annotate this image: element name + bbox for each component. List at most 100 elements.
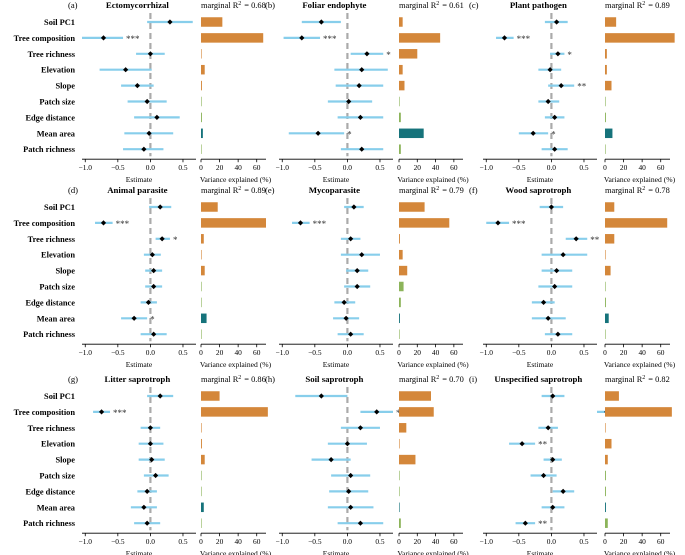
estimate-tick-label: −1.0 bbox=[79, 348, 93, 357]
variance-bar bbox=[201, 486, 202, 497]
variance-bar bbox=[399, 49, 418, 59]
variance-bar bbox=[399, 144, 401, 154]
estimate-point bbox=[560, 252, 566, 258]
r2-value: = 0.89 bbox=[244, 186, 265, 195]
r2-prefix: marginal R bbox=[399, 1, 437, 10]
panel-letter: (a) bbox=[68, 0, 78, 10]
variance-bar bbox=[399, 438, 400, 449]
estimate-point bbox=[297, 220, 304, 226]
estimate-axis-label: Estimate bbox=[126, 360, 153, 369]
estimate-point bbox=[357, 114, 364, 120]
marginal-r2-label: marginal R2 = 0.86 bbox=[201, 375, 266, 384]
panel-letter: (c) bbox=[469, 0, 479, 10]
significance-marker: ** bbox=[538, 440, 548, 450]
estimate-tick-label: −1.0 bbox=[480, 537, 494, 546]
variance-bar bbox=[605, 265, 611, 276]
estimate-point bbox=[545, 98, 551, 105]
estimate-point bbox=[141, 146, 147, 152]
marginal-r2-label: marginal R2 = 0.82 bbox=[605, 375, 670, 384]
panel-letter: (b) bbox=[265, 0, 275, 10]
estimate-point bbox=[299, 35, 305, 41]
r2-value: = 0.79 bbox=[442, 186, 463, 195]
estimate-tick-label: 0.5 bbox=[579, 348, 589, 357]
variance-axis-label: Variance explained (%) bbox=[604, 360, 676, 369]
estimate-point bbox=[374, 409, 380, 415]
estimate-tick-label: −0.5 bbox=[308, 537, 322, 546]
variance-tick-label: 40 bbox=[432, 163, 440, 172]
estimate-point bbox=[149, 252, 155, 258]
panel-a: (a) Ectomycorrhizal marginal R2 = 0.68 *** −1… bbox=[68, 0, 272, 184]
variance-axis-label: Variance explained (%) bbox=[604, 549, 676, 555]
estimate-point bbox=[364, 51, 370, 57]
row-label: Edge distance bbox=[25, 113, 75, 122]
row-label: Tree composition bbox=[14, 34, 76, 43]
estimate-point bbox=[550, 504, 556, 510]
variance-bar bbox=[605, 249, 606, 260]
panel-c: (c) Plant pathogen marginal R2 = 0.89******… bbox=[469, 0, 676, 184]
estimate-point bbox=[151, 331, 157, 337]
estimate-point bbox=[318, 393, 324, 399]
estimate-point bbox=[573, 236, 579, 242]
significance-marker: *** bbox=[517, 34, 531, 44]
panels-layer: (a) Ectomycorrhizal marginal R2 = 0.68***−1… bbox=[68, 0, 676, 555]
row-label: Mean area bbox=[37, 314, 76, 323]
variance-bar bbox=[201, 470, 202, 481]
panel-f: (f) Wood saprotroph marginal R2 = 0.78*****… bbox=[469, 185, 676, 369]
estimate-point bbox=[134, 83, 140, 89]
r2-value: = 0.68 bbox=[244, 1, 265, 10]
significance-marker: * bbox=[551, 129, 556, 139]
variance-bar bbox=[399, 128, 424, 139]
variance-bar bbox=[605, 112, 606, 123]
marginal-r2-label: marginal R2 = 0.89 bbox=[201, 186, 266, 195]
variance-bar bbox=[201, 49, 202, 59]
variance-bar bbox=[399, 64, 403, 75]
variance-bar bbox=[605, 454, 608, 465]
variance-bar bbox=[605, 128, 613, 139]
estimate-point bbox=[123, 67, 129, 73]
estimate-point bbox=[153, 472, 159, 479]
variance-bar bbox=[605, 202, 615, 212]
variance-bar bbox=[399, 265, 408, 276]
variance-bar bbox=[605, 33, 675, 43]
estimate-point bbox=[548, 204, 554, 210]
estimate-point bbox=[359, 252, 365, 258]
panel-title: Unspecified saprotroph bbox=[494, 374, 582, 384]
estimate-point bbox=[555, 51, 561, 57]
variance-bar bbox=[399, 313, 400, 324]
variance-bar bbox=[399, 249, 403, 260]
significance-marker: *** bbox=[126, 34, 140, 44]
variance-tick-label: 40 bbox=[638, 537, 646, 546]
estimate-point bbox=[495, 220, 501, 226]
panel-letter: (h) bbox=[265, 374, 275, 384]
estimate-tick-label: 0.0 bbox=[343, 348, 353, 357]
significance-marker: ** bbox=[590, 235, 600, 245]
estimate-axis-label: Estimate bbox=[527, 175, 554, 184]
panel-title: Plant pathogen bbox=[510, 0, 567, 10]
variance-bar bbox=[605, 64, 607, 75]
marginal-r2-label: marginal R2 = 0.70 bbox=[399, 375, 464, 384]
variance-bar bbox=[605, 329, 606, 339]
estimate-tick-label: −0.5 bbox=[308, 348, 322, 357]
row-label: Elevation bbox=[41, 440, 75, 449]
estimate-axis-label: Estimate bbox=[126, 175, 153, 184]
r2-prefix: marginal R bbox=[201, 375, 239, 384]
row-label: Soil PC1 bbox=[44, 392, 75, 401]
r2-superscript: 2 bbox=[436, 1, 439, 7]
variance-bar bbox=[399, 454, 416, 465]
variance-bar bbox=[201, 80, 202, 91]
estimate-point bbox=[348, 236, 354, 242]
panel-g: (g) Litter saprotroph marginal R2 = 0.86 ***… bbox=[68, 374, 272, 555]
estimate-point bbox=[356, 83, 362, 89]
panel-letter: (e) bbox=[265, 185, 275, 195]
estimate-tick-label: −1.0 bbox=[276, 163, 290, 172]
significance-marker: * bbox=[386, 50, 391, 60]
estimate-point bbox=[357, 425, 364, 431]
variance-tick-label: 40 bbox=[638, 163, 646, 172]
significance-marker: ** bbox=[577, 82, 587, 92]
panel-d: (d) Animal parasite marginal R2 = 0.89*****… bbox=[68, 185, 272, 369]
variance-bar bbox=[605, 80, 612, 91]
row-label: Mean area bbox=[37, 503, 76, 512]
variance-tick-label: 40 bbox=[432, 348, 440, 357]
marginal-r2-label: marginal R2 = 0.78 bbox=[605, 186, 670, 195]
estimate-point bbox=[147, 425, 153, 431]
